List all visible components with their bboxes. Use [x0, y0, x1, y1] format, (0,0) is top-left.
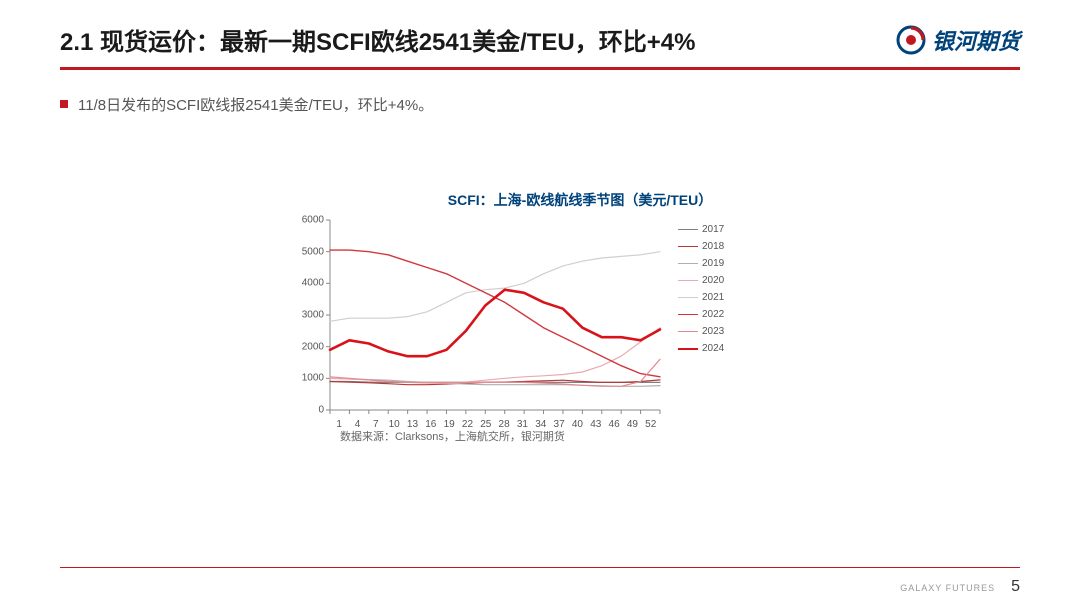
x-tick-label: 1 — [330, 419, 348, 430]
x-tick-label: 37 — [550, 419, 568, 430]
bullet-row: 11/8日发布的SCFI欧线报2541美金/TEU，环比+4%。 — [60, 94, 1020, 115]
chart-title: SCFI：上海-欧线航线季节图（美元/TEU） — [330, 190, 830, 210]
x-tick-label: 13 — [403, 419, 421, 430]
x-tick-label: 22 — [458, 419, 476, 430]
legend-swatch-icon — [678, 331, 698, 332]
x-tick-label: 28 — [495, 419, 513, 430]
x-tick-label: 19 — [440, 419, 458, 430]
x-tick-label: 7 — [367, 419, 385, 430]
legend-item-2018: 2018 — [678, 241, 724, 252]
x-tick-label: 25 — [477, 419, 495, 430]
x-tick-label: 31 — [513, 419, 531, 430]
legend-label: 2024 — [702, 343, 724, 354]
chart-plot: 0100020003000400050006000147101316192225… — [330, 220, 660, 410]
brand-logo: 银河期货 — [896, 24, 1020, 56]
series-2022 — [330, 250, 660, 377]
y-tick-label: 2000 — [302, 341, 330, 352]
y-tick-label: 6000 — [302, 215, 330, 226]
legend-swatch-icon — [678, 229, 698, 230]
y-tick-label: 5000 — [302, 246, 330, 257]
legend-item-2021: 2021 — [678, 292, 724, 303]
y-tick-label: 0 — [318, 405, 330, 416]
footer: GALAXY FUTURES 5 — [900, 578, 1020, 596]
x-tick-label: 16 — [422, 419, 440, 430]
footer-page-number: 5 — [1011, 578, 1020, 596]
page-title: 2.1 现货运价：最新一期SCFI欧线2541美金/TEU，环比+4% — [60, 22, 695, 57]
legend-label: 2021 — [702, 292, 724, 303]
series-2024 — [330, 290, 660, 357]
legend-label: 2017 — [702, 224, 724, 235]
legend-swatch-icon — [678, 263, 698, 264]
x-tick-label: 43 — [587, 419, 605, 430]
x-tick-label: 10 — [385, 419, 403, 430]
legend-item-2017: 2017 — [678, 224, 724, 235]
footer-divider — [60, 567, 1020, 568]
legend-label: 2022 — [702, 309, 724, 320]
legend-swatch-icon — [678, 280, 698, 281]
chart-source: 数据来源：Clarksons，上海航交所，银河期货 — [340, 428, 830, 444]
header: 2.1 现货运价：最新一期SCFI欧线2541美金/TEU，环比+4% 银河期货 — [0, 0, 1080, 57]
bullet-text: 11/8日发布的SCFI欧线报2541美金/TEU，环比+4%。 — [78, 94, 433, 115]
legend-item-2019: 2019 — [678, 258, 724, 269]
chart-legend: 2017 2018 2019 2020 2021 2022 2023 2024 — [678, 224, 724, 360]
title-underline — [60, 67, 1020, 70]
legend-label: 2019 — [702, 258, 724, 269]
y-tick-label: 3000 — [302, 310, 330, 321]
legend-swatch-icon — [678, 246, 698, 247]
y-tick-label: 1000 — [302, 373, 330, 384]
brand-logo-text: 银河期货 — [932, 24, 1020, 56]
x-tick-label: 34 — [532, 419, 550, 430]
x-tick-label: 49 — [623, 419, 641, 430]
x-tick-labels: 147101316192225283134374043464952 — [330, 419, 660, 430]
x-tick-label: 40 — [568, 419, 586, 430]
y-tick-label: 4000 — [302, 278, 330, 289]
legend-item-2024: 2024 — [678, 343, 724, 354]
chart-container: SCFI：上海-欧线航线季节图（美元/TEU） 0100020003000400… — [330, 190, 830, 444]
galaxy-logo-icon — [896, 25, 926, 55]
legend-label: 2023 — [702, 326, 724, 337]
legend-swatch-icon — [678, 314, 698, 315]
x-tick-label: 46 — [605, 419, 623, 430]
chart-svg — [330, 220, 660, 410]
legend-label: 2020 — [702, 275, 724, 286]
legend-swatch-icon — [678, 348, 698, 350]
footer-brand: GALAXY FUTURES — [900, 583, 995, 593]
bullet-marker-icon — [60, 100, 68, 108]
legend-swatch-icon — [678, 297, 698, 298]
legend-item-2023: 2023 — [678, 326, 724, 337]
legend-item-2020: 2020 — [678, 275, 724, 286]
x-tick-label: 4 — [348, 419, 366, 430]
series-2021 — [330, 252, 660, 322]
legend-label: 2018 — [702, 241, 724, 252]
legend-item-2022: 2022 — [678, 309, 724, 320]
x-tick-label: 52 — [642, 419, 660, 430]
